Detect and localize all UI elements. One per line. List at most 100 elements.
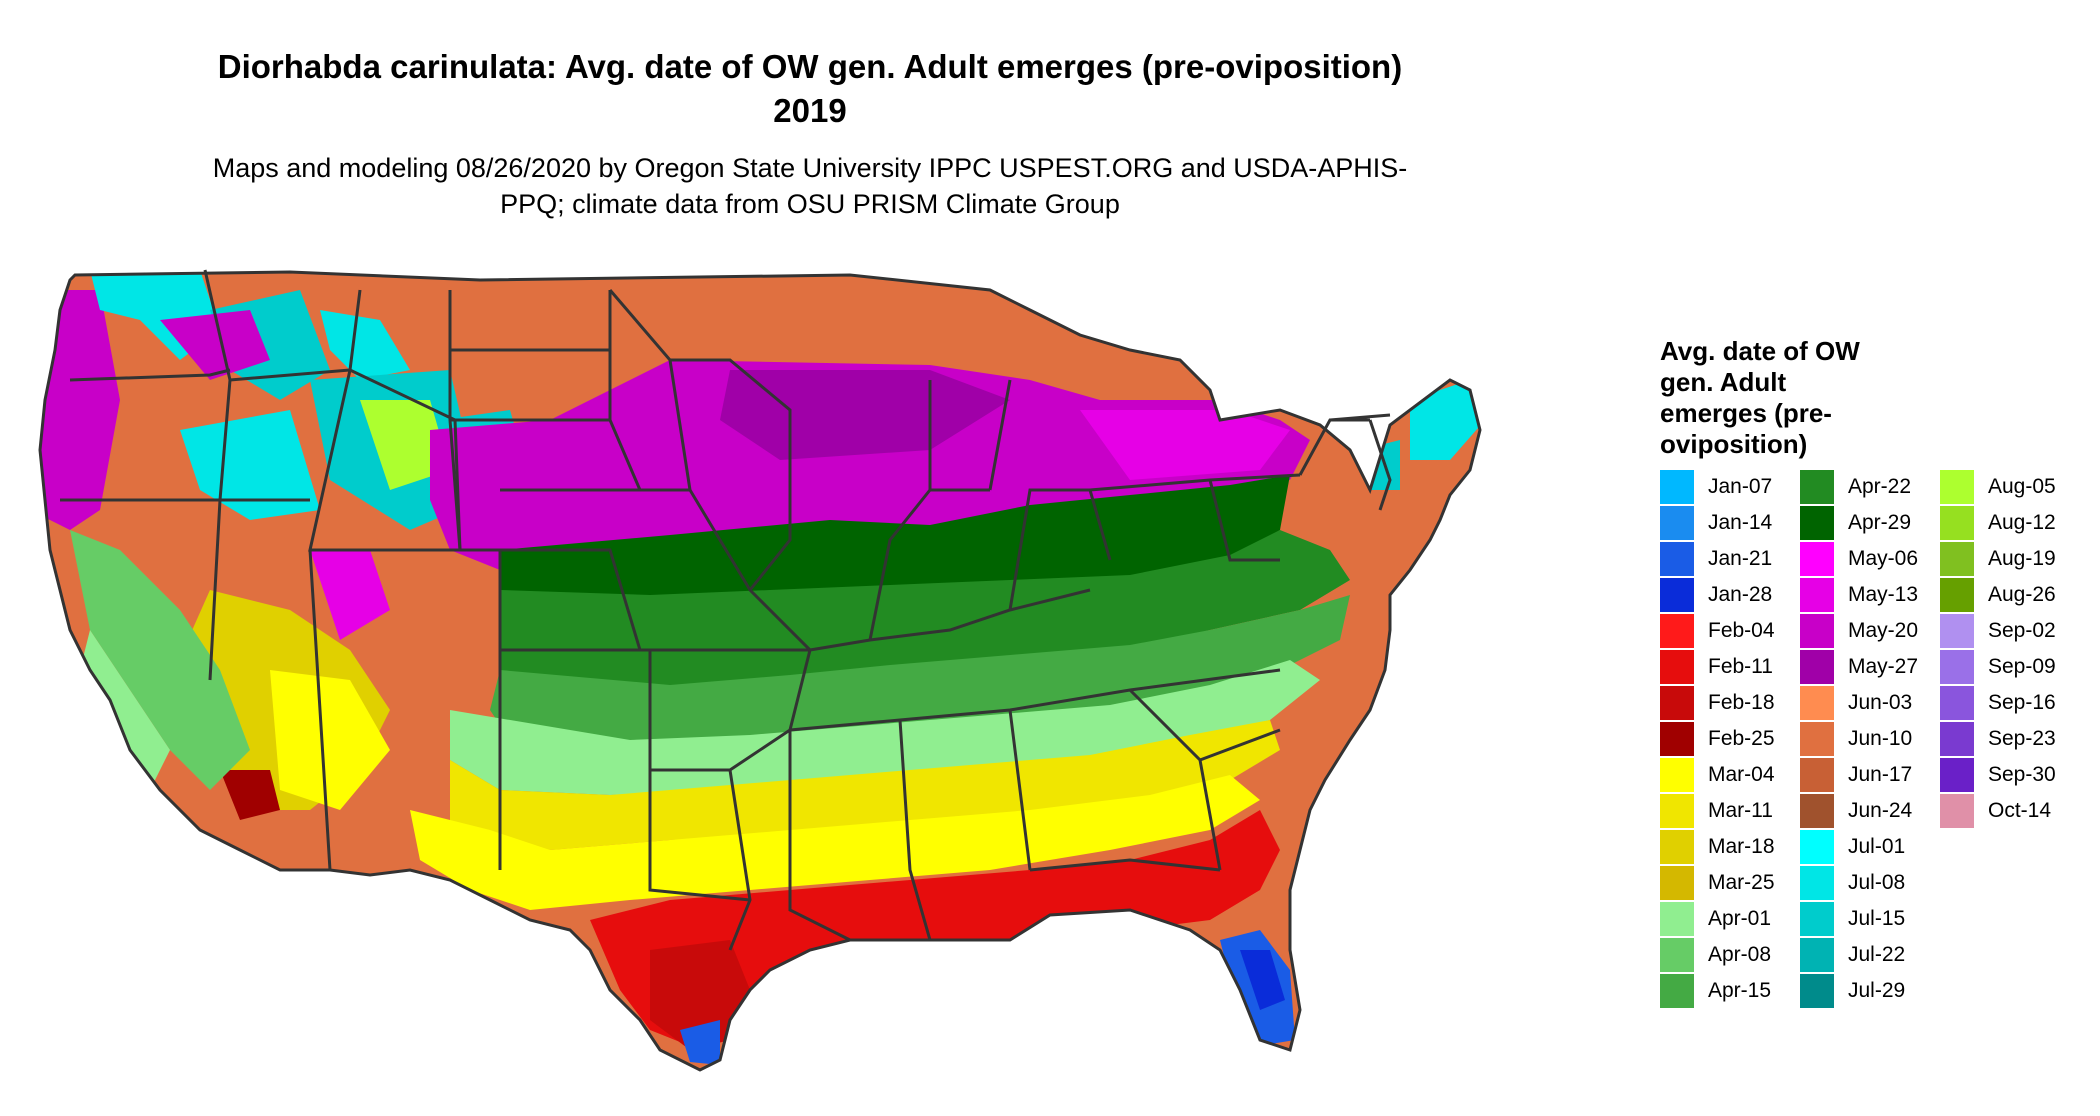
legend-label: Feb-18 (1708, 691, 1775, 714)
legend-item: Jul-01 (1800, 830, 1905, 864)
legend-item: Jan-28 (1660, 578, 1772, 612)
legend-label: Apr-15 (1708, 979, 1772, 1002)
legend-swatch (1660, 794, 1694, 828)
legend-swatch (1940, 578, 1974, 612)
legend-label: Feb-04 (1708, 619, 1775, 642)
legend-swatch (1940, 614, 1974, 648)
legend-label: Jul-29 (1848, 979, 1906, 1002)
legend-swatch (1800, 938, 1834, 972)
legend-item: Jun-17 (1800, 758, 1912, 792)
legend-item: Mar-04 (1660, 758, 1775, 792)
legend-label: Feb-25 (1708, 727, 1775, 750)
legend-swatch (1800, 794, 1834, 828)
legend-label: Jul-22 (1848, 943, 1906, 966)
legend-swatch (1800, 830, 1834, 864)
legend-swatch (1660, 830, 1694, 864)
legend-label: Jul-15 (1848, 907, 1906, 930)
legend-label: Aug-05 (1988, 475, 2056, 498)
legend-item: Sep-09 (1940, 650, 2056, 684)
map-title: Diorhabda carinulata: Avg. date of OW ge… (217, 48, 1403, 129)
legend-item: Aug-12 (1940, 506, 2056, 540)
legend-item: Sep-23 (1940, 722, 2056, 756)
legend-item: Oct-14 (1940, 794, 2051, 828)
legend-item: Mar-11 (1660, 794, 1773, 828)
legend-swatch (1660, 866, 1694, 900)
legend-label: Jul-08 (1848, 871, 1906, 894)
legend-label: Sep-02 (1988, 619, 2056, 642)
legend-swatch (1800, 902, 1834, 936)
legend-label: Apr-29 (1848, 511, 1912, 534)
legend-label: Mar-25 (1708, 871, 1775, 894)
legend-swatch (1660, 938, 1694, 972)
legend-item: Jul-29 (1800, 974, 1905, 1008)
legend-item: Apr-08 (1660, 938, 1771, 972)
legend-swatch (1940, 650, 1974, 684)
us-emergence-map (38, 269, 1482, 1072)
legend-item: Jun-03 (1800, 686, 1912, 720)
legend-label: Mar-18 (1708, 835, 1775, 858)
legend-item: Jul-15 (1800, 902, 1905, 936)
legend-label: Jan-21 (1708, 547, 1773, 570)
legend-item: Jul-22 (1800, 938, 1905, 972)
legend-item: Feb-11 (1660, 650, 1773, 684)
legend-swatch (1800, 686, 1834, 720)
legend-swatch (1660, 650, 1694, 684)
legend-label: Aug-19 (1988, 547, 2056, 570)
legend-item: Sep-02 (1940, 614, 2056, 648)
legend-item: Feb-04 (1660, 614, 1775, 648)
legend-swatch (1940, 794, 1974, 828)
legend-swatch (1660, 470, 1694, 504)
legend-label: Jan-14 (1708, 511, 1773, 534)
legend-item: Feb-25 (1660, 722, 1775, 756)
legend-swatch (1660, 722, 1694, 756)
legend-item: Feb-18 (1660, 686, 1775, 720)
legend-item: Jun-24 (1800, 794, 1912, 828)
legend-swatch (1660, 506, 1694, 540)
legend-item: Apr-22 (1800, 470, 1911, 504)
legend-item: Sep-16 (1940, 686, 2056, 720)
legend-item: Jan-14 (1660, 506, 1772, 540)
legend-swatch (1800, 866, 1834, 900)
legend-swatch (1940, 722, 1974, 756)
legend-label: Oct-14 (1988, 799, 2052, 822)
legend-item: Aug-19 (1940, 542, 2056, 576)
legend-swatch (1660, 686, 1694, 720)
legend-item: May-06 (1800, 542, 1918, 576)
legend-label: Jun-03 (1848, 691, 1913, 714)
legend-label: May-13 (1848, 583, 1919, 606)
legend-swatch (1800, 758, 1834, 792)
legend-item: Jan-07 (1660, 470, 1772, 504)
legend-label: Mar-11 (1708, 799, 1773, 822)
legend-item: Jun-10 (1800, 722, 1912, 756)
legend-swatch (1660, 578, 1694, 612)
legend-item: Aug-26 (1940, 578, 2056, 612)
legend-item: Mar-25 (1660, 866, 1775, 900)
legend-item: Aug-05 (1940, 470, 2056, 504)
legend-label: Aug-26 (1988, 583, 2056, 606)
legend-swatch (1800, 650, 1834, 684)
legend-item: Jan-21 (1660, 542, 1772, 576)
legend-label: Jun-24 (1848, 799, 1913, 822)
legend-label: Jun-17 (1848, 763, 1913, 786)
legend-swatch (1800, 470, 1834, 504)
legend-label: Jul-01 (1848, 835, 1906, 858)
legend-swatch (1940, 758, 1974, 792)
legend-item: May-20 (1800, 614, 1918, 648)
legend-label: May-27 (1848, 655, 1919, 678)
legend-title: Avg. date of OW gen. Adult emerges (pre-… (1660, 336, 1860, 459)
map-subtitle: Maps and modeling 08/26/2020 by Oregon S… (212, 153, 1408, 219)
legend-label: Sep-09 (1988, 655, 2056, 678)
legend-item: May-13 (1800, 578, 1918, 612)
legend-swatch (1800, 506, 1834, 540)
legend-label: Apr-08 (1708, 943, 1772, 966)
legend-swatch (1940, 686, 1974, 720)
legend-item: Sep-30 (1940, 758, 2056, 792)
legend-label: Jan-28 (1708, 583, 1773, 606)
legend-swatch (1660, 758, 1694, 792)
legend-swatch (1940, 470, 1974, 504)
legend-label: Sep-23 (1988, 727, 2056, 750)
legend-swatch (1660, 974, 1694, 1008)
legend-item: Jul-08 (1800, 866, 1905, 900)
legend-swatch (1800, 578, 1834, 612)
legend-swatch (1660, 902, 1694, 936)
